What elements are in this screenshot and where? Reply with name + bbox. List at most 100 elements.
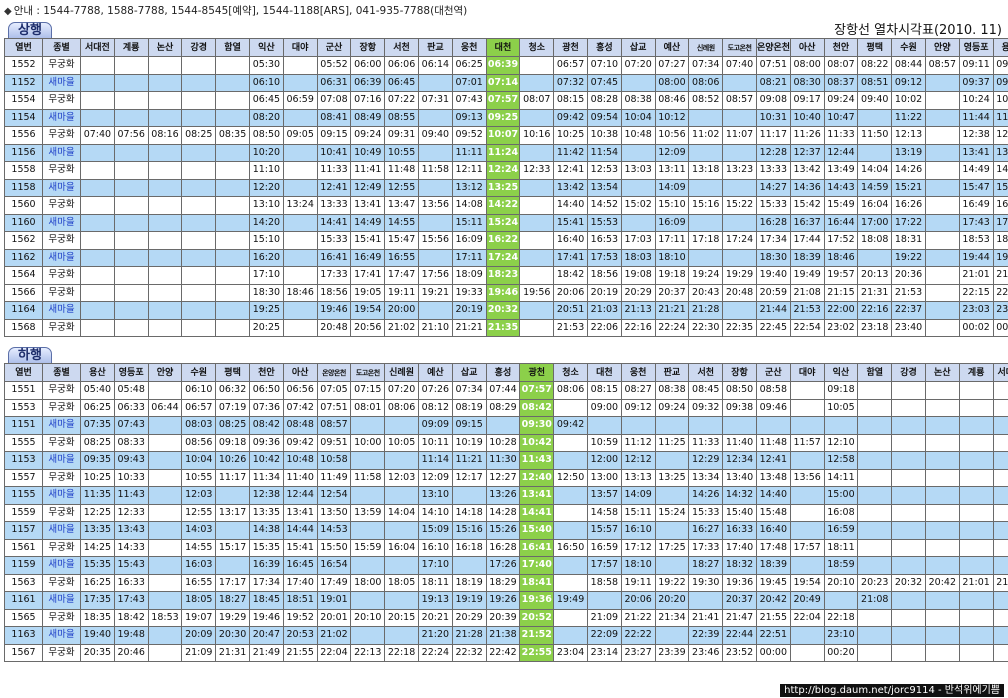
time-cell: 11:17 [755, 126, 791, 145]
time-cell [282, 266, 318, 285]
time-cell: 19:36 [519, 591, 555, 610]
time-cell [417, 301, 453, 320]
train-type: 무궁화 [42, 503, 81, 522]
time-cell: 15:16 [451, 521, 487, 540]
time-cell [147, 591, 183, 610]
time-cell: 15:40 [519, 521, 555, 540]
time-cell [147, 161, 183, 180]
time-cell: 13:41 [958, 143, 994, 162]
column-header: 장항 [722, 363, 757, 382]
train-row: 1562 무궁화 15:10 15:33 15:41 15:47 15:56 16:09 16:… [4, 231, 1008, 250]
time-cell: 11:10 [248, 161, 284, 180]
time-cell: 21:38 [485, 626, 521, 645]
time-cell [113, 301, 149, 320]
time-cell: 15:50 [316, 538, 352, 557]
train-number: 1154 [4, 108, 43, 127]
time-cell: 18:27 [688, 556, 724, 575]
time-cell: 20:13 [857, 266, 893, 285]
time-cell [147, 556, 183, 575]
time-cell: 07:43 [113, 416, 149, 435]
time-cell: 12:13 [891, 126, 926, 145]
time-cell: 17:24 [485, 248, 521, 267]
column-header: 도고온천 [722, 38, 757, 57]
time-cell: 15:16 [688, 196, 724, 215]
time-cell [147, 486, 183, 505]
time-cell: 18:29 [485, 573, 521, 592]
time-cell: 11:25 [654, 433, 690, 452]
time-cell: 23:10 [823, 626, 859, 645]
time-cell: 17:10 [417, 556, 453, 575]
time-cell: 05:40 [80, 381, 115, 400]
time-cell: 22:51 [755, 626, 791, 645]
time-cell [282, 56, 318, 75]
time-cell: 15:41 [553, 213, 588, 232]
column-header: 함열 [215, 38, 250, 57]
time-cell: 07:40 [80, 126, 115, 145]
time-cell: 18:30 [755, 248, 791, 267]
column-header: 장항 [350, 38, 386, 57]
time-cell: 08:56 [181, 433, 217, 452]
time-cell [215, 231, 250, 250]
time-cell: 13:13 [620, 468, 656, 487]
time-cell: 23:46 [688, 643, 724, 662]
column-header: 평택 [857, 38, 893, 57]
time-cell: 13:42 [553, 178, 588, 197]
time-cell: 11:40 [282, 468, 318, 487]
time-cell: 16:39 [248, 556, 284, 575]
time-cell [181, 108, 217, 127]
time-cell: 13:49 [823, 161, 859, 180]
time-cell: 23:40 [891, 318, 926, 337]
time-cell [215, 556, 250, 575]
time-cell [147, 468, 183, 487]
column-header: 홍성 [586, 38, 622, 57]
column-header: 천안 [823, 38, 859, 57]
time-cell: 17:22 [891, 213, 926, 232]
time-cell: 05:48 [113, 381, 149, 400]
time-cell: 07:27 [654, 56, 690, 75]
train-number: 1554 [4, 91, 43, 110]
time-cell [891, 486, 926, 505]
time-cell: 14:09 [654, 178, 690, 197]
time-cell: 09:42 [553, 416, 588, 435]
train-number: 1552 [4, 56, 43, 75]
train-type: 무궁화 [42, 318, 81, 337]
time-cell [924, 521, 960, 540]
time-cell: 18:31 [891, 231, 926, 250]
time-cell: 10:02 [891, 91, 926, 110]
train-type: 무궁화 [42, 266, 81, 285]
time-cell: 11:40 [722, 433, 757, 452]
time-cell [519, 318, 555, 337]
time-cell [553, 608, 588, 627]
time-cell: 21:55 [755, 608, 791, 627]
time-cell: 16:50 [553, 538, 588, 557]
time-cell: 18:53 [147, 608, 183, 627]
time-cell: 06:39 [350, 73, 386, 92]
time-cell: 18:09 [451, 266, 487, 285]
time-cell: 08:25 [80, 433, 115, 452]
time-cell: 11:48 [755, 433, 791, 452]
time-cell [80, 91, 115, 110]
time-cell [654, 486, 690, 505]
time-cell: 15:56 [417, 231, 453, 250]
time-cell: 08:15 [586, 381, 622, 400]
time-cell: 22:18 [384, 643, 419, 662]
column-header: 강경 [181, 38, 217, 57]
time-cell: 14:59 [857, 178, 893, 197]
time-cell [958, 398, 994, 417]
train-number: 1158 [4, 178, 43, 197]
time-cell [924, 108, 960, 127]
column-header: 홍성 [485, 363, 521, 382]
time-cell: 06:45 [384, 73, 419, 92]
train-row: 1163 새마을 19:40 19:48 20:09 20:30 20:47 20:53 21:… [4, 626, 1008, 645]
time-cell: 14:44 [282, 521, 318, 540]
time-cell: 21:49 [248, 643, 284, 662]
time-cell [350, 556, 386, 575]
time-cell [891, 626, 926, 645]
time-cell: 09:30 [519, 416, 555, 435]
time-cell: 12:33 [113, 503, 149, 522]
time-cell: 22:55 [519, 643, 555, 662]
time-cell [958, 486, 994, 505]
time-cell: 09:42 [282, 433, 318, 452]
time-cell [181, 301, 217, 320]
time-cell [891, 521, 926, 540]
